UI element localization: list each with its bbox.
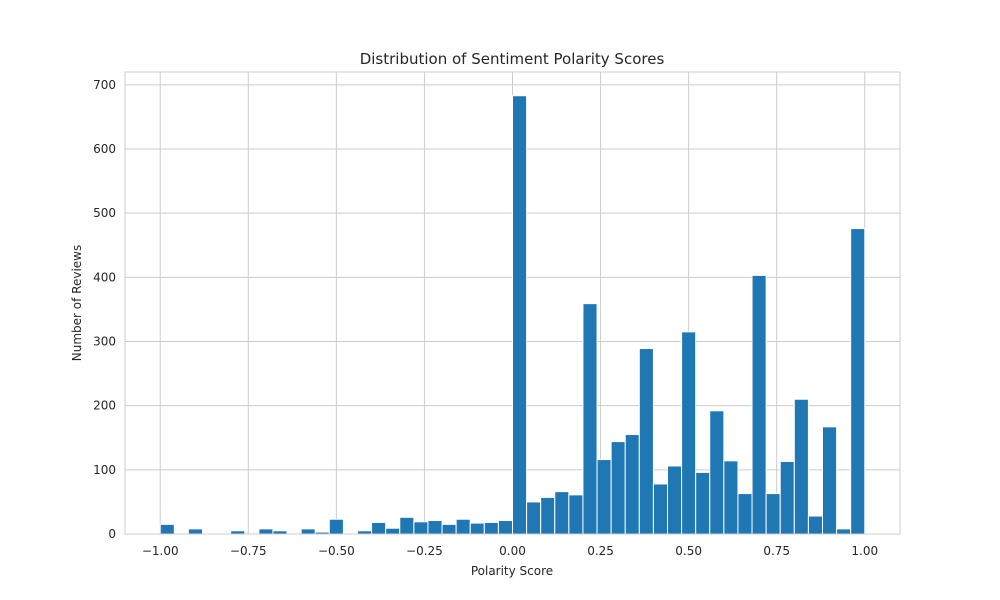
- histogram-bar: [652, 483, 669, 535]
- x-tick-label: −0.50: [318, 544, 355, 558]
- histogram-bar: [667, 465, 683, 535]
- y-tick-label: 0: [108, 527, 116, 541]
- histogram-bar: [526, 501, 542, 535]
- histogram-bar: [681, 331, 697, 535]
- histogram-bar: [624, 434, 640, 535]
- y-tick-labels: 0 100 200 300 400 500 600 700: [93, 78, 116, 541]
- histogram-bar: [850, 228, 866, 535]
- y-axis-label: Number of Reviews: [70, 245, 84, 361]
- x-tick-label: 1.00: [851, 544, 878, 558]
- histogram-bar: [258, 528, 274, 535]
- histogram-bar: [554, 491, 570, 535]
- chart-title: Distribution of Sentiment Polarity Score…: [360, 50, 665, 68]
- histogram-bar: [399, 516, 415, 535]
- histogram-bar: [807, 515, 824, 535]
- y-tick-label: 100: [93, 463, 116, 477]
- x-axis-label: Polarity Score: [471, 564, 553, 578]
- histogram-bar: [723, 460, 739, 535]
- histogram-bar: [751, 274, 767, 535]
- y-tick-label: 400: [93, 270, 116, 284]
- y-tick-label: 500: [93, 206, 116, 220]
- bars: [159, 95, 866, 535]
- y-tick-label: 300: [93, 335, 116, 349]
- histogram-bar: [441, 523, 457, 535]
- histogram-bar: [822, 426, 838, 535]
- histogram-bar: [596, 459, 612, 535]
- x-tick-label: −0.25: [406, 544, 443, 558]
- histogram-bar: [836, 528, 852, 535]
- histogram-bar: [568, 494, 584, 535]
- histogram-bar: [779, 460, 795, 535]
- histogram-bar: [159, 523, 175, 535]
- x-tick-label: 0.50: [675, 544, 702, 558]
- histogram-bar: [709, 410, 725, 535]
- y-tick-label: 200: [93, 399, 116, 413]
- y-tick-label: 600: [93, 142, 116, 156]
- histogram-bar: [512, 95, 528, 535]
- x-tick-label: 0.75: [763, 544, 790, 558]
- histogram-bar: [413, 521, 429, 535]
- histogram-bar: [695, 471, 711, 535]
- x-tick-label: −0.75: [230, 544, 267, 558]
- histogram-bar: [737, 493, 753, 535]
- histogram-bar: [187, 528, 203, 535]
- x-tick-label: 0.00: [499, 544, 526, 558]
- histogram-bar: [582, 303, 598, 535]
- histogram-bar: [610, 441, 626, 535]
- histogram-bar: [793, 398, 809, 535]
- x-tick-label: 0.25: [587, 544, 614, 558]
- y-tick-label: 700: [93, 78, 116, 92]
- histogram-bar: [385, 527, 401, 535]
- x-tick-labels: −1.00 −0.75 −0.50 −0.25 0.00 0.25 0.50 0.75 1.00: [142, 544, 878, 558]
- histogram-bar: [328, 518, 344, 535]
- histogram-bar: [455, 518, 471, 535]
- histogram-bar: [497, 520, 513, 535]
- histogram-bar: [638, 348, 654, 535]
- histogram-bar: [483, 521, 499, 535]
- histogram-bar: [469, 522, 485, 535]
- x-tick-label: −1.00: [142, 544, 179, 558]
- histogram-bar: [765, 493, 781, 535]
- histogram-bar: [371, 521, 387, 535]
- plot-frame: [124, 71, 901, 535]
- histogram-bar: [427, 520, 443, 535]
- histogram-bar: [300, 528, 316, 535]
- histogram-bar: [540, 496, 556, 535]
